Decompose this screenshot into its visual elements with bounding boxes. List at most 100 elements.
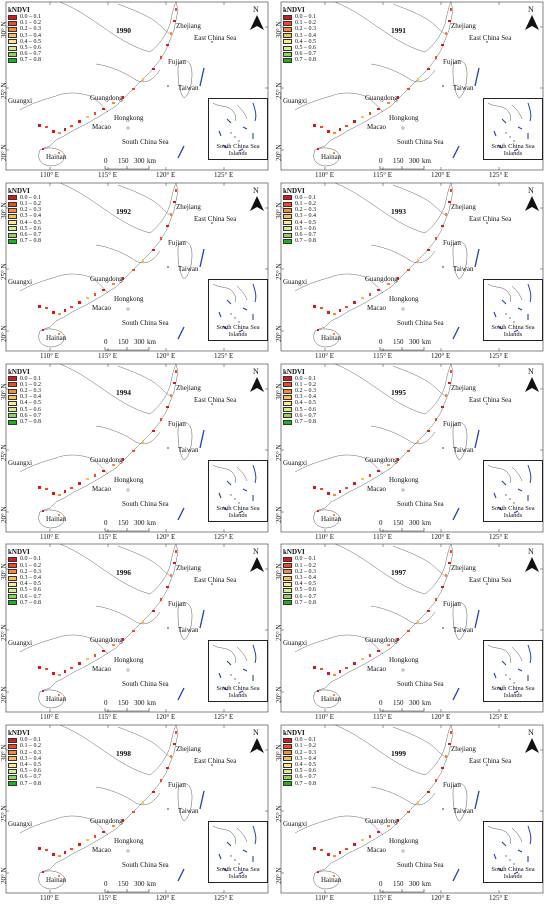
label-macao: Macao [92, 846, 112, 855]
legend-label: 0.6 – 0.7 [295, 774, 316, 781]
label-fujian: Fujian [443, 781, 461, 790]
scale-bar: 0 150 300 km [379, 880, 439, 896]
scale-label-0: 0 [379, 699, 383, 708]
boundary-dash [474, 791, 480, 810]
hainan-island [38, 509, 65, 528]
legend-swatch [283, 575, 292, 581]
lat-tick-20: 20° N [0, 144, 8, 161]
boundary-dash [452, 326, 460, 340]
panel-year: 1993 [391, 206, 406, 216]
legend-label: 0.0 – 0.1 [20, 14, 41, 21]
legend-label: 0.4 – 0.5 [20, 762, 41, 769]
label-guangdong: Guangdong [90, 636, 123, 645]
legend-item: 0.7 – 0.8 [8, 419, 54, 425]
lon-tick-120: 120° E [431, 713, 451, 722]
inset-map: South China Sea Islands [483, 98, 543, 160]
lon-tick-125: 125° E [214, 351, 234, 360]
label-guangdong: Guangdong [365, 636, 398, 645]
label-zhejiang: Zhejiang [451, 383, 476, 392]
lon-tick-125: 125° E [214, 713, 234, 722]
lat-tick-30: 30° N [0, 21, 8, 38]
lon-tick-115: 115° E [373, 713, 393, 722]
boundary-dash [199, 791, 205, 810]
label-zhejiang: Zhejiang [451, 202, 476, 211]
legend-label: 0.6 – 0.7 [295, 232, 316, 239]
label-hainan: Hainan [46, 514, 67, 523]
legend-label: 0.3 – 0.4 [295, 755, 316, 762]
label-east-china-sea: East China Sea [469, 757, 512, 766]
boundary-dash [177, 868, 185, 882]
scale-label-150: 150 [393, 337, 404, 346]
islands-east [126, 583, 214, 672]
label-south-china-sea: South China Sea [397, 499, 444, 508]
label-south-china-sea: South China Sea [122, 861, 169, 870]
scale-unit: km [422, 518, 431, 527]
legend-label: 0.1 – 0.2 [20, 743, 41, 750]
legend-swatch [8, 594, 17, 600]
lon-tick-120: 120° E [431, 171, 451, 179]
lon-tick-110: 110° E [40, 713, 60, 722]
north-arrow-icon [525, 15, 539, 30]
legend-swatch [8, 781, 17, 787]
legend-swatch [283, 768, 292, 774]
legend-rows: 0.0 – 0.1 0.1 – 0.2 0.2 – 0.3 0.3 – 0.4 0.4 … [283, 556, 329, 606]
label-macao: Macao [367, 303, 387, 312]
label-east-china-sea: East China Sea [469, 214, 512, 223]
inset-caption: South China Sea Islands [484, 866, 542, 880]
label-east-china-sea: East China Sea [194, 214, 237, 223]
lon-tick-110: 110° E [40, 351, 60, 360]
legend-item: 0.5 – 0.6 [8, 768, 54, 774]
scale-bar: 0 150 300 km [379, 338, 439, 354]
legend-label: 0.3 – 0.4 [20, 755, 41, 762]
label-south-china-sea: South China Sea [397, 138, 444, 146]
legend-swatch [283, 569, 292, 575]
boundary-dash [177, 507, 185, 520]
lat-tick-30: 30° N [275, 744, 283, 762]
label-hainan: Hainan [321, 876, 342, 885]
legend-title: kNDVI [8, 367, 30, 376]
north-arrow-icon [525, 376, 539, 392]
north-label: N [253, 547, 259, 557]
legend-swatch [283, 201, 292, 207]
panel-year: 1997 [391, 568, 406, 578]
label-hongkong: Hongkong [389, 837, 419, 846]
label-zhejiang: Zhejiang [176, 202, 201, 211]
inset-islands [212, 283, 257, 333]
legend-item: 0.5 – 0.6 [283, 407, 329, 413]
legend-label: 0.3 – 0.4 [20, 213, 41, 220]
map-canvas [280, 544, 544, 713]
scale-label-150: 150 [118, 337, 129, 346]
legend-title: kNDVI [283, 186, 305, 195]
label-guangxi: Guangxi [8, 639, 33, 648]
map-panel-1995: kNDVI 0.0 – 0.1 0.1 – 0.2 0.2 – 0.3 0.3 – 0… [275, 362, 550, 543]
legend-label: 0.4 – 0.5 [295, 38, 316, 45]
legend-swatch [283, 388, 292, 394]
scale-bar: 0 150 300 km [104, 880, 164, 896]
scale-label-150: 150 [393, 699, 404, 708]
legend-title: kNDVI [8, 548, 30, 557]
legend-swatch [8, 407, 17, 413]
label-east-china-sea: East China Sea [194, 757, 237, 766]
legend-item: 0.7 – 0.8 [8, 781, 54, 787]
legend-label: 0.5 – 0.6 [20, 587, 41, 594]
legend-label: 0.5 – 0.6 [295, 45, 316, 52]
label-zhejiang: Zhejiang [451, 564, 476, 573]
coastal-pixels [313, 188, 452, 335]
legend-swatch [283, 226, 292, 232]
legend-label: 0.7 – 0.8 [20, 57, 41, 64]
legend-title: kNDVI [8, 186, 30, 195]
legend-label: 0.7 – 0.8 [295, 599, 316, 606]
inset-caption: South China Sea Islands [484, 324, 542, 338]
legend-label: 0.4 – 0.5 [295, 400, 316, 407]
legend-item: 0.7 – 0.8 [283, 781, 329, 787]
legend-title: kNDVI [283, 729, 305, 738]
legend-swatch [283, 750, 292, 756]
inset-caption-line-2: Islands [228, 511, 248, 519]
legend-swatch [8, 587, 17, 593]
inset-caption-line-1: South China Sea [216, 685, 260, 693]
label-taiwan: Taiwan [178, 807, 199, 816]
taiwan-island [452, 60, 468, 99]
hainan-island [313, 690, 340, 709]
inset-caption-line-1: South China Sea [491, 685, 535, 693]
